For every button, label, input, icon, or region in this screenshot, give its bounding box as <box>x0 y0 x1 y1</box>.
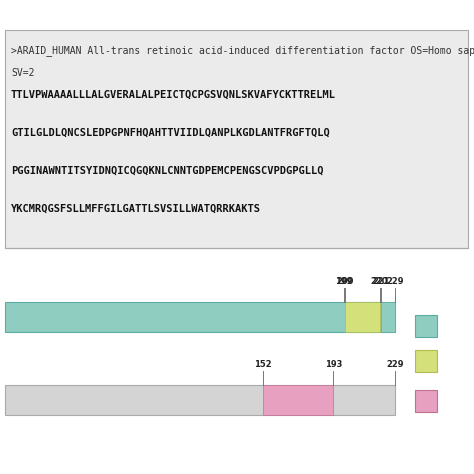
Bar <box>263 385 333 415</box>
Bar <box>346 302 380 332</box>
Text: 229: 229 <box>386 277 404 286</box>
Text: 220: 220 <box>371 277 388 286</box>
Text: 229: 229 <box>386 360 404 369</box>
Bar <box>415 315 437 337</box>
Text: 200: 200 <box>337 277 354 286</box>
Text: GTILGLDLQNCSLEDPGPNFHQAHTTVIIDLQANPLKGDLANTFRGFTQLQ: GTILGLDLQNCSLEDPGPNFHQAHTTVIIDLQANPLKGDL… <box>11 128 330 138</box>
Bar <box>5 30 468 248</box>
Text: 152: 152 <box>255 360 272 369</box>
Bar <box>415 390 437 412</box>
Bar <box>381 302 395 332</box>
Text: PGGINAWNTITSYIDNQICQGQKNLCNNTGDPEMCPENGSCVPDGPGLLQ: PGGINAWNTITSYIDNQICQGQKNLCNNTGDPEMCPENGS… <box>11 166 323 176</box>
Text: 193: 193 <box>325 360 342 369</box>
Text: TTLVPWAAAALLLALGVERALALPEICTQCPGSVQNLSKVAFYCKTTRELML: TTLVPWAAAALLLALGVERALALPEICTQCPGSVQNLSKV… <box>11 90 336 100</box>
Text: SV=2: SV=2 <box>11 68 35 78</box>
Bar <box>415 350 437 372</box>
Text: 221: 221 <box>373 277 390 286</box>
Bar <box>5 385 395 415</box>
Text: YKCMRQGSFSLLMFFGILGATTLSVSILLWATQRRKAKTS: YKCMRQGSFSLLMFFGILGATTLSVSILLWATQRRKAKTS <box>11 204 261 214</box>
Bar <box>5 302 395 332</box>
Text: >ARAID_HUMAN All-trans retinoic acid-induced differentiation factor OS=Homo sapi: >ARAID_HUMAN All-trans retinoic acid-ind… <box>11 45 474 56</box>
Text: 199: 199 <box>335 277 352 286</box>
